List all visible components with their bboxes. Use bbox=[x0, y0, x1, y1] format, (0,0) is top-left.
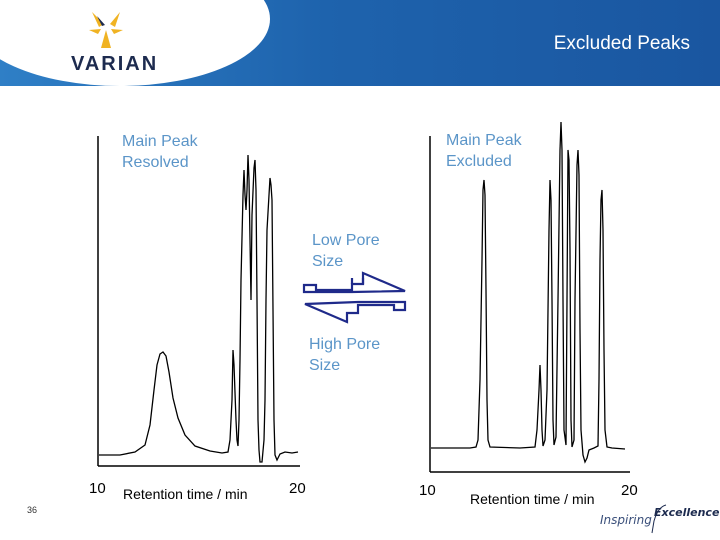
high-pore-size-label: High Pore Size bbox=[309, 336, 381, 374]
left-x-max-label: 20 bbox=[289, 480, 306, 497]
right-x-min-label: 10 bbox=[419, 482, 436, 499]
pore-size-arrows bbox=[302, 271, 407, 324]
tagline-inspiring: Inspiring bbox=[600, 513, 652, 527]
tagline-excellence: Excellence bbox=[654, 506, 720, 519]
left-arrow-icon bbox=[304, 300, 407, 324]
left-chromatogram bbox=[97, 136, 300, 467]
logo-wordmark: VARIAN bbox=[71, 53, 159, 75]
inspiring-excellence-tagline: Inspiring Excellence bbox=[598, 503, 720, 537]
right-trace bbox=[431, 121, 626, 464]
right-x-max-label: 20 bbox=[621, 482, 638, 499]
left-trace bbox=[99, 154, 299, 463]
tagline-swoosh-icon bbox=[651, 504, 667, 534]
slide-title: Excluded Peaks bbox=[553, 33, 690, 54]
right-arrow-icon bbox=[302, 271, 406, 294]
left-x-axis-title: Retention time / min bbox=[123, 486, 248, 502]
right-chromatogram bbox=[429, 121, 630, 473]
left-x-min-label: 10 bbox=[89, 480, 106, 497]
right-x-axis-title: Retention time / min bbox=[470, 491, 595, 507]
varian-logo-icon bbox=[89, 12, 123, 48]
right-arrow-icon-inner bbox=[350, 278, 365, 284]
page-number: 36 bbox=[27, 505, 38, 515]
left-panel-label: Main Peak Resolved bbox=[122, 133, 198, 171]
low-pore-size-label: Low Pore Size bbox=[312, 232, 380, 270]
slide-header: VARIAN Excluded Peaks bbox=[0, 0, 720, 86]
right-panel-label: Main Peak Excluded bbox=[446, 132, 522, 170]
